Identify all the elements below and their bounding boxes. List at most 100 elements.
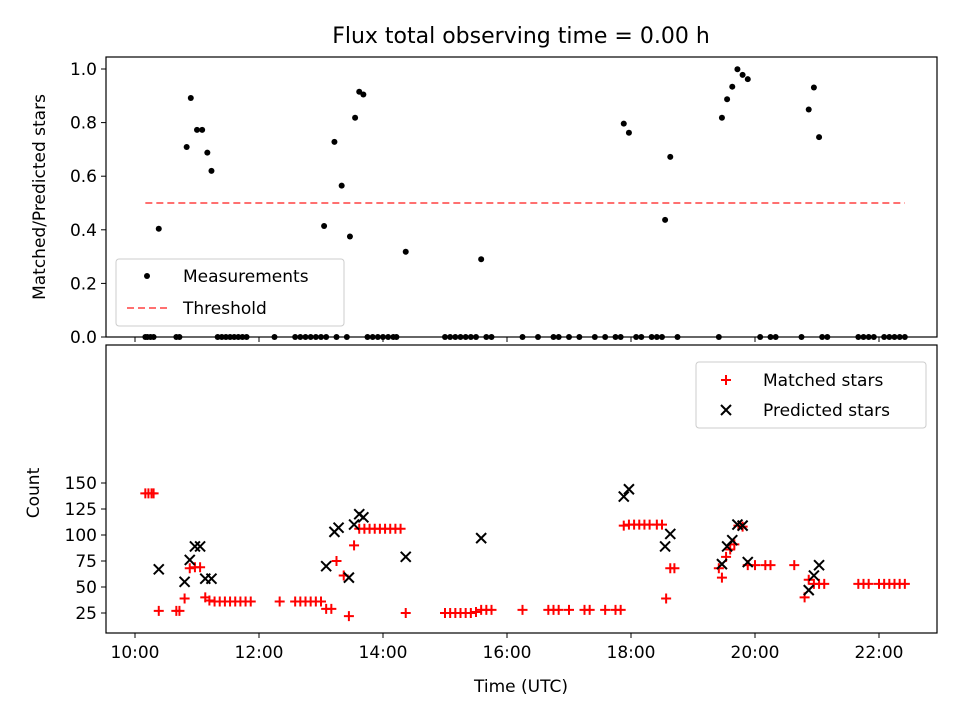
measurement-point (667, 153, 674, 160)
measurement-point (457, 334, 464, 340)
matched-star-point (316, 596, 326, 607)
measurement-point (218, 334, 225, 340)
measurement-point (805, 106, 812, 113)
matched-star-point (195, 562, 206, 573)
measurement-point (860, 334, 867, 340)
measurement-point (297, 334, 304, 340)
predicted-star-point (659, 540, 671, 553)
bottom-axes-frame (105, 344, 938, 634)
measurement-point (819, 334, 826, 340)
measurement-point (235, 334, 242, 340)
measurement-point (659, 334, 665, 340)
legend-measurements-marker (144, 273, 150, 279)
measurement-point (617, 334, 624, 340)
bottom-xtick-label: 16:00 (483, 643, 532, 663)
matched-star-point (486, 604, 497, 615)
predicted-star-point (189, 540, 201, 553)
legend-threshold-label: Threshold (182, 299, 267, 319)
matched-star-point (331, 556, 342, 566)
measurement-point (767, 334, 774, 340)
measurement-point (638, 334, 645, 340)
predicted-star-point (664, 528, 676, 540)
measurement-point (576, 334, 583, 340)
bottom-ytick-label: 100 (65, 526, 97, 546)
matched-star-point (148, 488, 159, 499)
matched-star-point (819, 578, 830, 589)
measurement-point (380, 334, 386, 340)
legend-measurements-label: Measurements (183, 267, 309, 287)
measurement-point (870, 334, 877, 340)
measurement-point (393, 334, 400, 340)
matched-star-point (584, 604, 595, 615)
bottom-y-axis-label: Count (24, 467, 44, 518)
measurement-point (271, 334, 278, 340)
measurement-point (318, 334, 324, 340)
bottom-legend: Matched stars Predicted stars (695, 361, 927, 429)
measurement-point (208, 167, 215, 174)
measurement-point (194, 126, 200, 133)
bottom-ytick-label: 75 (75, 552, 97, 572)
measurement-point (478, 256, 485, 263)
measurement-point (292, 334, 299, 340)
matched-star-point (669, 563, 680, 574)
measurement-point (896, 334, 903, 340)
matched-star-point (517, 604, 528, 615)
measurement-point (625, 129, 632, 136)
measurement-point (307, 334, 314, 340)
measurement-point (891, 334, 898, 340)
predicted-star-point (178, 576, 191, 588)
top-ytick-label: 0.4 (70, 221, 97, 241)
measurement-point (302, 334, 309, 340)
matched-star-point (553, 604, 564, 615)
matched-star-point (153, 605, 164, 616)
matched-star-point (600, 604, 611, 615)
measurement-point (467, 334, 474, 340)
matched-star-point (179, 593, 190, 604)
matched-star-point (343, 611, 354, 622)
bottom-xtick-label: 10:00 (111, 643, 160, 663)
predicted-star-point (726, 534, 738, 546)
measurement-point (343, 334, 350, 340)
matched-star-point (765, 560, 776, 571)
measurement-point (519, 334, 526, 340)
matched-star-point (326, 603, 337, 614)
measurement-point (535, 334, 541, 340)
measurement-point (312, 334, 319, 340)
matched-star-point (465, 608, 476, 618)
measurement-point (369, 334, 376, 340)
measurement-point (321, 223, 328, 230)
measurement-point (824, 334, 831, 340)
measurement-point (744, 76, 751, 83)
top-ytick-label: 0.8 (70, 114, 97, 134)
matched-star-point (174, 605, 185, 616)
bottom-panel: 25 50 75 100 125 150 10:00 12:00 14:00 16:00 18:00… (65, 344, 938, 663)
matched-star-point (863, 578, 874, 589)
measurement-point (360, 91, 367, 98)
measurement-point (231, 334, 238, 340)
measurement-point (798, 334, 805, 340)
measurement-point (442, 334, 448, 340)
matched-star-point (899, 578, 910, 589)
bottom-ytick-label: 150 (65, 474, 97, 494)
measurement-point (550, 334, 557, 340)
measurement-point (243, 334, 250, 340)
top-panel: 0.0 0.2 0.4 0.6 0.8 1.0 Measurements Threshold (70, 56, 938, 348)
matched-star-point (204, 595, 215, 606)
x-axis-label: Time (UTC) (473, 677, 568, 697)
measurement-point (199, 126, 206, 133)
predicted-star-point (808, 569, 820, 582)
measurement-point (729, 83, 736, 90)
measurement-point (724, 96, 731, 103)
bottom-ytick-label: 125 (65, 500, 97, 520)
measurement-point (865, 334, 872, 340)
matched-star-point (184, 563, 195, 574)
predicted-star-point (813, 559, 825, 571)
measurement-point (739, 71, 746, 78)
measurement-point (648, 334, 655, 340)
predicted-star-point (153, 563, 165, 576)
predicted-star-point (205, 572, 218, 585)
predicted-star-point (803, 584, 815, 596)
bottom-xtick-label: 12:00 (235, 643, 284, 663)
bottom-xtick-label: 18:00 (607, 643, 656, 663)
